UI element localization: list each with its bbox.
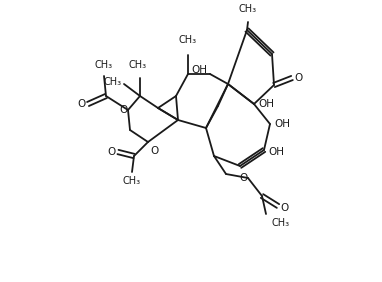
Text: CH₃: CH₃ [272,218,290,228]
Text: O: O [120,105,128,115]
Text: CH₃: CH₃ [179,35,197,45]
Text: CH₃: CH₃ [129,60,147,70]
Text: CH₃: CH₃ [123,176,141,186]
Text: O: O [150,146,158,156]
Text: OH: OH [258,99,274,109]
Text: CH₃: CH₃ [239,4,257,14]
Text: O: O [240,173,248,183]
Text: OH: OH [268,147,284,157]
Text: CH₃: CH₃ [95,60,113,70]
Text: O: O [78,99,86,109]
Text: OH: OH [274,119,290,129]
Text: CH₃: CH₃ [104,77,122,87]
Text: O: O [294,73,302,83]
Text: O: O [280,203,288,213]
Text: O: O [108,147,116,157]
Text: OH: OH [191,65,207,75]
